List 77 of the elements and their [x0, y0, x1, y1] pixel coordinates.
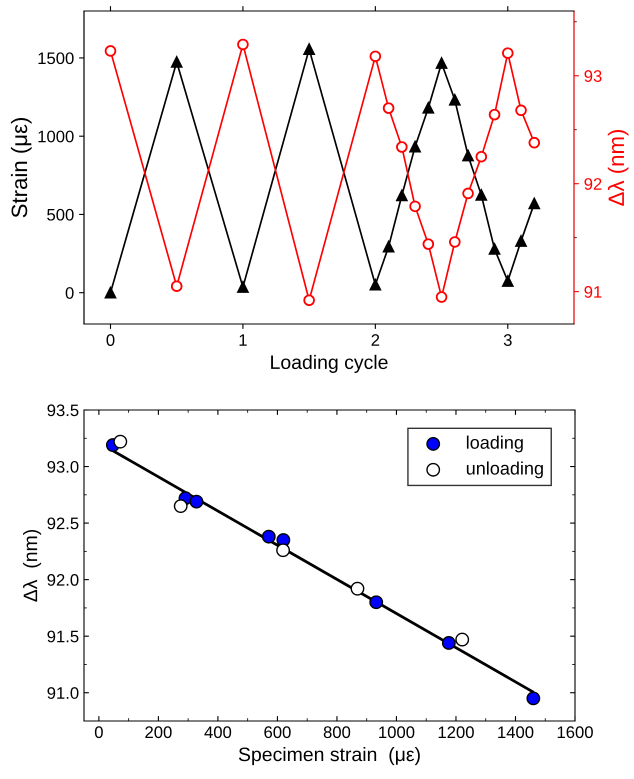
y-tick-label: 92.5 — [47, 517, 78, 530]
point — [262, 530, 276, 544]
y-tick-label: 0 — [66, 287, 74, 299]
x-tick-label: 0 — [94, 726, 103, 738]
x-tick-label: 200 — [145, 726, 172, 738]
x-tick-label: 1400 — [498, 726, 534, 738]
point — [350, 582, 364, 596]
point — [303, 43, 315, 55]
point — [488, 108, 500, 120]
point — [113, 434, 128, 449]
point — [369, 595, 384, 610]
point — [190, 494, 204, 509]
y-tick-label: 1000 — [38, 130, 74, 142]
point — [422, 238, 434, 250]
x-axis-title: Specimen strain (με) — [238, 746, 420, 766]
y-tick-label: 93.5 — [47, 404, 78, 416]
point — [276, 543, 290, 558]
y-tick-label: 1500 — [38, 52, 74, 64]
point — [237, 38, 249, 50]
y2-tick-label: 93 — [584, 70, 602, 82]
x-axis-title: Loading cycle — [271, 354, 388, 373]
y-tick-label: 91.5 — [47, 630, 78, 642]
point — [462, 150, 474, 162]
point — [488, 243, 500, 255]
x-tick-label: 3 — [504, 334, 512, 346]
y-tick-label: 91.0 — [47, 687, 78, 699]
x-tick-label: 1200 — [438, 726, 474, 738]
point — [104, 45, 116, 57]
point — [436, 291, 448, 303]
point — [382, 240, 394, 252]
y2-tick-label: 92 — [584, 178, 602, 190]
point — [174, 499, 188, 514]
point — [462, 188, 474, 200]
point — [476, 150, 488, 162]
point — [436, 57, 448, 69]
point — [303, 294, 315, 306]
point — [409, 200, 421, 212]
x-tick-label: 800 — [324, 726, 350, 738]
y-tick-label: 93.0 — [47, 460, 78, 473]
legend-label: unloading — [466, 461, 543, 478]
point — [422, 102, 434, 114]
y-axis-title: Strain (με) — [10, 118, 32, 218]
point — [396, 190, 408, 202]
x-tick-label: 600 — [264, 726, 291, 738]
point — [237, 281, 249, 293]
point — [449, 236, 461, 248]
point — [449, 94, 461, 106]
point — [409, 140, 421, 152]
y-tick-label: 92.0 — [47, 574, 78, 586]
point — [170, 56, 182, 68]
point — [382, 102, 394, 114]
point — [455, 632, 470, 646]
point — [370, 278, 382, 290]
point — [526, 691, 540, 706]
y2-tick-label: 91 — [584, 286, 602, 298]
point — [370, 50, 382, 62]
x-tick-label: 1600 — [558, 726, 593, 738]
x-tick-label: 1 — [240, 334, 247, 346]
x-tick-label: 2 — [372, 334, 380, 346]
y-axis-title: Δλ (nm) — [23, 530, 42, 602]
point — [442, 636, 456, 650]
point — [515, 235, 527, 247]
point — [515, 104, 527, 116]
legend-label: loading — [466, 436, 523, 452]
point — [528, 136, 540, 148]
point — [396, 141, 408, 153]
x-tick-label: 1000 — [379, 726, 414, 738]
point — [170, 280, 182, 292]
y-tick-label: 500 — [47, 208, 74, 221]
point — [502, 275, 514, 287]
point — [104, 286, 116, 298]
point — [502, 47, 514, 59]
x-tick-label: 0 — [106, 334, 114, 346]
point — [528, 198, 540, 210]
point — [476, 189, 488, 201]
y2-axis-title: Δλ (nm) — [608, 130, 629, 206]
x-tick-label: 400 — [204, 726, 232, 738]
